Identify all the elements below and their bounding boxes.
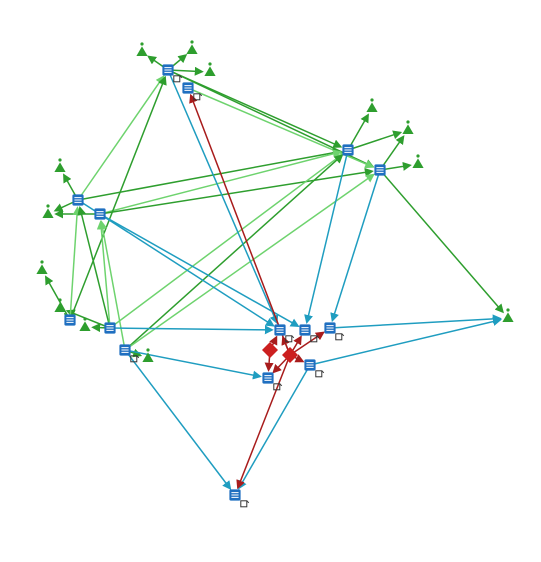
node-r2 <box>262 342 278 358</box>
edge <box>125 350 260 376</box>
edge <box>100 214 298 326</box>
node-b5 <box>72 194 83 205</box>
edge <box>78 77 163 200</box>
edge <box>290 332 323 355</box>
node-g2 <box>186 40 197 54</box>
node-b11 <box>299 324 318 341</box>
node-b3 <box>342 144 353 155</box>
node-g10 <box>54 298 65 312</box>
edge <box>191 95 290 355</box>
edge <box>310 320 500 365</box>
edge <box>46 277 70 320</box>
edge <box>168 70 373 167</box>
nodes-group <box>36 40 513 506</box>
edge <box>80 208 110 328</box>
edge <box>332 170 380 320</box>
edge <box>380 170 503 312</box>
node-b14 <box>262 372 281 389</box>
edge <box>100 171 372 214</box>
node-g4 <box>366 98 377 112</box>
node-g7 <box>54 158 65 172</box>
edge <box>110 328 272 330</box>
node-g13 <box>502 308 513 322</box>
node-g6 <box>412 154 423 168</box>
node-g5 <box>402 120 413 134</box>
node-g3 <box>204 62 215 76</box>
node-b8 <box>104 322 115 333</box>
network-diagram <box>0 0 541 562</box>
edges-group <box>46 55 503 489</box>
node-g8 <box>42 204 53 218</box>
node-b15 <box>229 489 248 506</box>
edge <box>168 70 277 323</box>
node-g9 <box>36 260 47 274</box>
node-b7 <box>64 314 75 325</box>
node-b6 <box>94 208 105 219</box>
node-b4 <box>374 164 385 175</box>
node-g1 <box>136 42 147 56</box>
node-b12 <box>324 322 343 339</box>
edge <box>125 350 230 489</box>
